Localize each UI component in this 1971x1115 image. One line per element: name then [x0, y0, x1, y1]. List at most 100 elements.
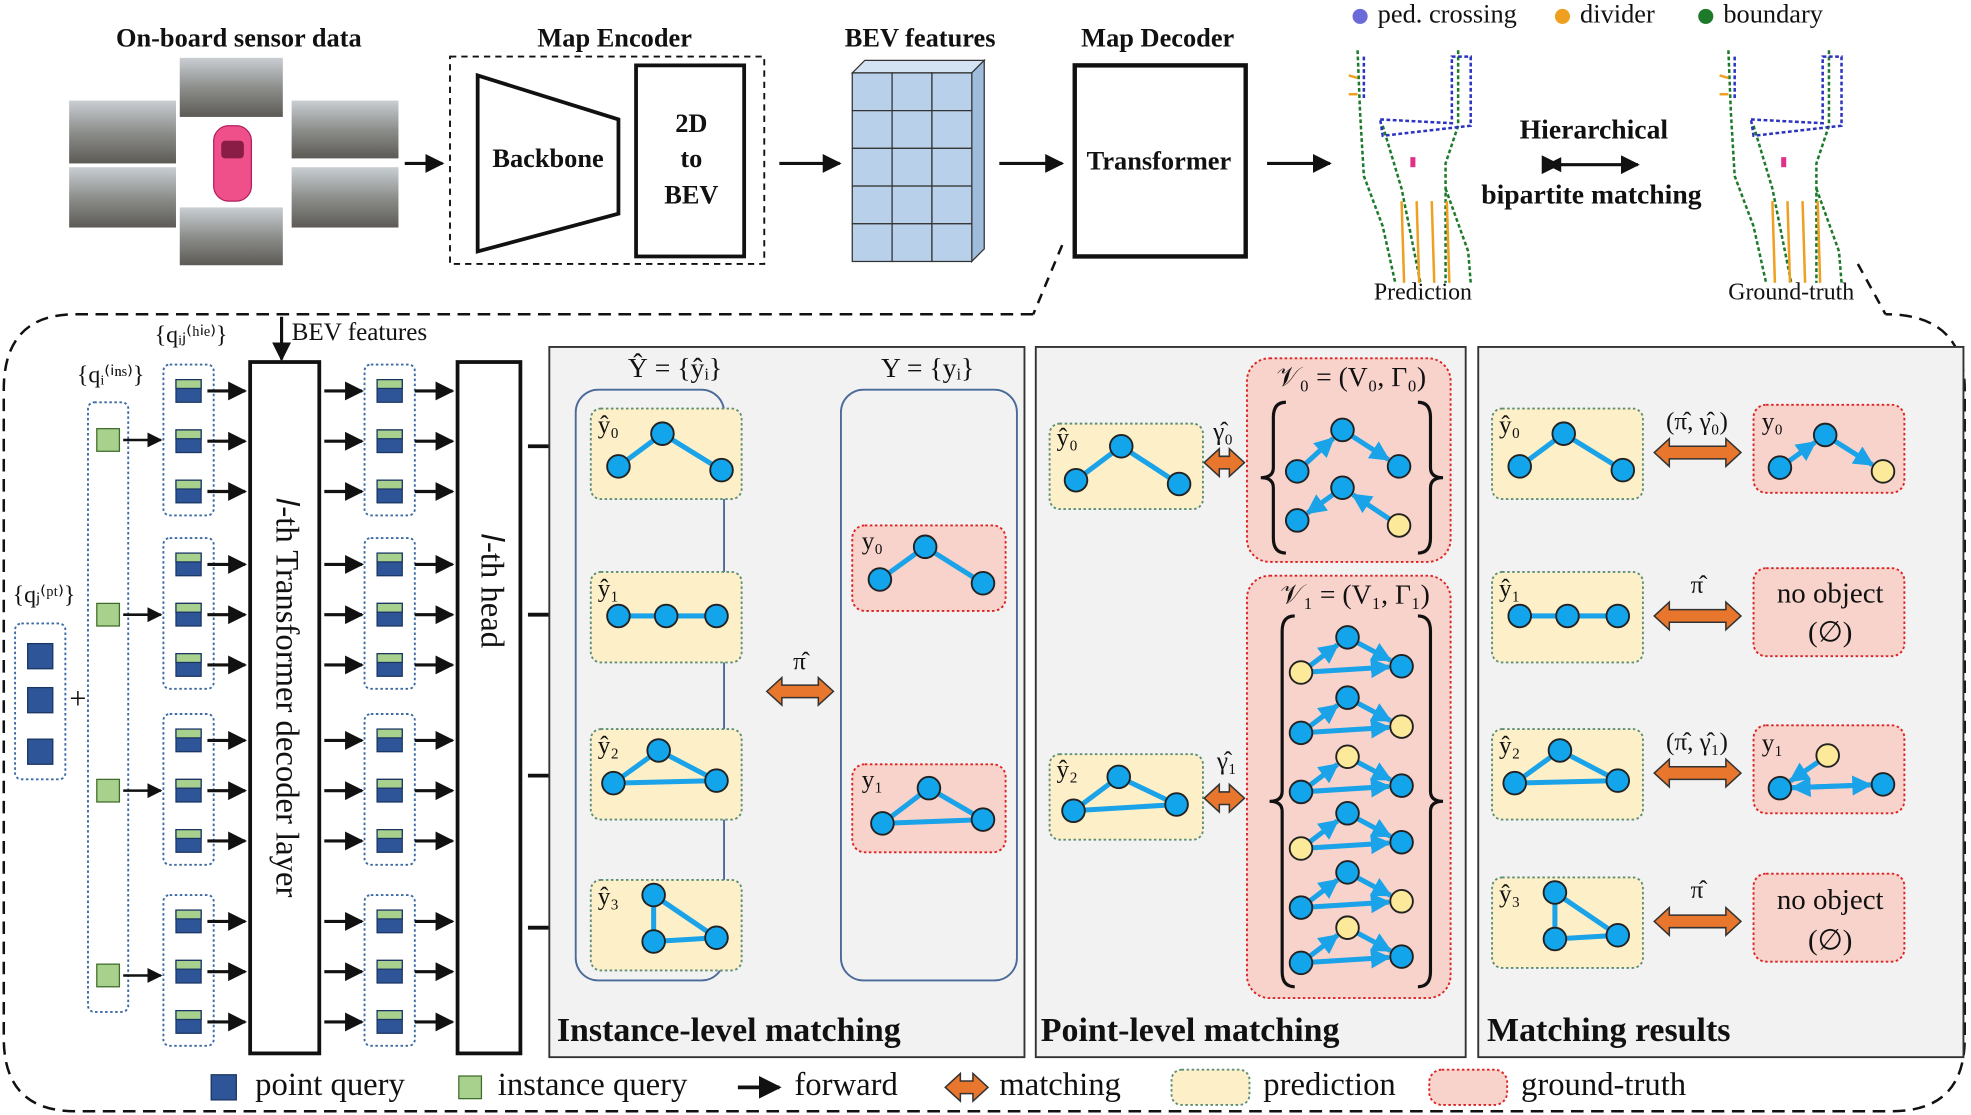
camera-image — [291, 100, 399, 159]
graph-edge — [613, 778, 717, 786]
label: Y = {yᵢ} — [881, 352, 974, 383]
matching-arrow — [1203, 447, 1246, 479]
bev-side-face — [971, 58, 985, 263]
graph-edge — [1300, 948, 1392, 969]
map-line — [1727, 50, 1768, 284]
map-line — [1749, 55, 1843, 138]
map-ego — [1410, 157, 1416, 168]
label: 𝒱₀ = (V₀, Γ₀) — [1277, 361, 1427, 392]
graph-edge — [1300, 834, 1392, 855]
bev-cell — [891, 223, 933, 263]
camera-image — [291, 167, 399, 228]
legend-dot — [1698, 8, 1714, 24]
graph-node — [870, 811, 895, 836]
camera-image — [69, 167, 176, 228]
bev-cell — [851, 147, 893, 187]
map-line — [1444, 50, 1460, 283]
graph-node — [970, 807, 996, 832]
graph-node — [1870, 772, 1896, 797]
legend-instance-query — [458, 1075, 483, 1100]
graph-node — [1605, 768, 1631, 793]
graph-node — [1605, 603, 1631, 629]
graph-node — [1507, 454, 1532, 479]
ground-truth-box — [1752, 872, 1906, 963]
graph-edge — [1073, 801, 1177, 814]
label: {qᵢⱼ⁽ʰⁱᵉ⁾} — [155, 322, 228, 348]
section-title: BEV features — [845, 22, 996, 52]
graph-node — [1335, 860, 1360, 885]
decoder-layer-box — [248, 360, 322, 1056]
graph-node — [704, 768, 729, 793]
graph-node — [646, 738, 671, 763]
ground-truth-box — [851, 524, 1007, 612]
label: γ̂₁ — [1216, 748, 1237, 775]
map-line — [1400, 201, 1406, 283]
brace — [1417, 614, 1444, 989]
graph-node — [704, 925, 729, 951]
graph-node — [1288, 950, 1314, 976]
hierarchical-query-instance — [175, 379, 202, 390]
hierarchical-query-instance — [175, 1010, 202, 1021]
label: π̂ — [1691, 877, 1708, 904]
map-line — [1752, 125, 1793, 284]
map-line — [1430, 201, 1436, 283]
matching-arrow — [1653, 757, 1743, 789]
graph-node — [1335, 915, 1360, 940]
bev-cell — [851, 185, 893, 225]
graph-node — [1542, 880, 1568, 905]
panel-title: Point-level matching — [1041, 1012, 1340, 1049]
hierarchical-query-instance — [175, 829, 202, 840]
label: prediction — [1263, 1067, 1395, 1103]
graph-node — [1288, 836, 1314, 861]
prediction-box — [1048, 753, 1204, 841]
hierarchical-query-instance — [376, 653, 403, 664]
camera-image — [179, 57, 283, 117]
graph-edge — [1300, 658, 1392, 679]
graph-node — [653, 603, 679, 629]
matching-arrow — [1653, 436, 1743, 469]
hierarchical-query-instance — [376, 429, 403, 440]
graph-edge — [1300, 893, 1392, 914]
bev-top-face — [850, 59, 986, 74]
graph-node — [1386, 513, 1412, 538]
label: bipartite matching — [1481, 179, 1702, 210]
bev-cell — [891, 72, 933, 112]
label: ŷ₀ — [1499, 412, 1520, 439]
hierarchical-query-instance — [376, 909, 403, 920]
map-line — [1348, 74, 1358, 96]
legend-matching — [944, 1071, 990, 1103]
brace — [1260, 400, 1287, 555]
prediction-box — [1170, 1068, 1251, 1106]
graph-node — [970, 571, 996, 596]
hierarchical-query-instance — [175, 429, 202, 440]
bev-cell — [931, 72, 973, 112]
legend-dot — [1352, 8, 1368, 24]
label: boundary — [1723, 0, 1823, 28]
point-query — [27, 686, 54, 714]
camera-image — [69, 100, 176, 164]
hierarchical-query-instance — [175, 728, 202, 739]
graph-node — [1335, 744, 1360, 769]
ground-truth-box — [1752, 567, 1906, 658]
graph-node — [1164, 792, 1189, 817]
graph-node — [1284, 459, 1310, 484]
label: ped. crossing — [1378, 0, 1517, 28]
graph-node — [867, 567, 893, 592]
label: 2D — [675, 108, 707, 138]
graph-node — [1288, 660, 1314, 685]
section-title: Map Encoder — [537, 22, 692, 52]
graph-node — [1330, 475, 1355, 500]
graph-node — [606, 603, 631, 629]
graph-node — [641, 929, 666, 954]
prediction-box — [1491, 728, 1644, 821]
label: y₀ — [862, 528, 883, 555]
map-line — [1816, 201, 1822, 283]
graph-node — [1767, 775, 1793, 801]
label: 𝑙-th Transformer decoder layer — [269, 498, 305, 898]
brace — [1269, 614, 1295, 989]
bev-cell — [891, 185, 933, 225]
map-line — [1815, 50, 1831, 283]
graph-node — [1507, 603, 1532, 629]
map-line — [1444, 188, 1472, 283]
